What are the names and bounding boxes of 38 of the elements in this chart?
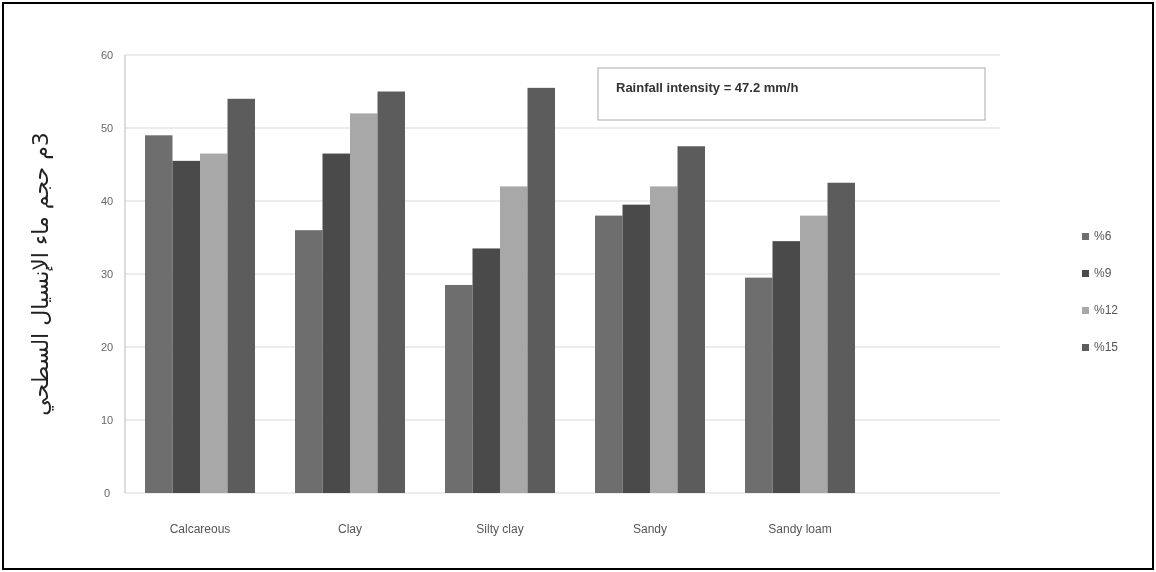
bar	[472, 248, 500, 493]
bar	[377, 91, 405, 493]
y-tick-label: 60	[100, 49, 114, 61]
bar	[527, 87, 555, 493]
bar	[772, 241, 800, 493]
legend-label: %12	[1094, 303, 1119, 317]
x-tick-label: Sandy loam	[768, 522, 832, 536]
bar	[677, 146, 705, 493]
bar	[622, 204, 650, 493]
bar	[650, 186, 678, 493]
legend-label: %9	[1094, 266, 1112, 280]
annotation: Rainfall intensity = 47.2 mm/h	[616, 80, 799, 95]
bar	[200, 153, 228, 493]
bar	[445, 284, 473, 493]
legend-label: %15	[1094, 340, 1119, 354]
bar	[500, 186, 528, 493]
y-tick-label: 50	[100, 122, 114, 134]
bar	[295, 230, 323, 493]
y-axis-title: 3م حجم ماء الإنسيال السطحي	[28, 132, 54, 416]
bar	[322, 153, 350, 493]
y-tick-label: 0	[103, 487, 111, 499]
x-tick-label: Calcareous	[169, 522, 231, 536]
bar	[172, 160, 200, 493]
x-tick-label: Silty clay	[476, 522, 524, 536]
bar	[800, 215, 828, 493]
y-tick-label: 40	[100, 195, 114, 207]
x-tick-label: Sandy	[632, 522, 668, 536]
bar	[227, 98, 255, 493]
legend-label: %6	[1094, 229, 1112, 243]
bar	[145, 135, 173, 493]
y-tick-label: 20	[100, 341, 114, 353]
y-tick-label: 10	[100, 414, 114, 426]
y-tick-label: 30	[100, 268, 114, 280]
x-tick-label: Clay	[337, 522, 363, 536]
bar	[350, 113, 378, 493]
bar	[745, 277, 773, 493]
bar	[827, 182, 855, 493]
bar	[595, 215, 623, 493]
